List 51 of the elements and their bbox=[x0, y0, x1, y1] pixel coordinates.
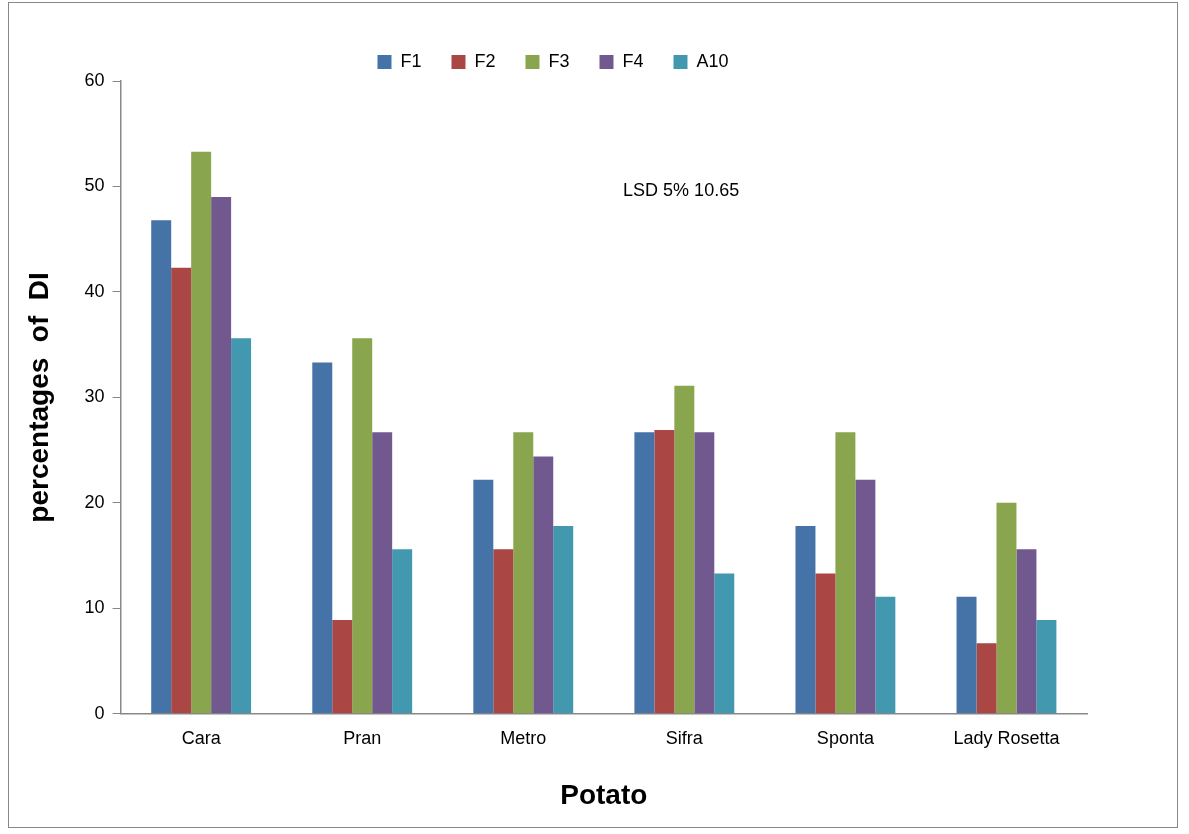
bar bbox=[493, 549, 514, 714]
x-tick-label: Lady Rosetta bbox=[953, 727, 1061, 748]
bar bbox=[976, 643, 997, 714]
bar bbox=[513, 432, 534, 714]
bar bbox=[231, 338, 252, 714]
bar bbox=[151, 220, 172, 714]
bar bbox=[835, 432, 856, 714]
bar bbox=[332, 619, 353, 714]
y-tick-label: 50 bbox=[84, 175, 105, 196]
bar bbox=[714, 573, 735, 714]
bar bbox=[815, 573, 836, 714]
x-tick-label: Sponta bbox=[816, 727, 875, 748]
y-tick-label: 30 bbox=[84, 386, 105, 407]
bar bbox=[674, 385, 695, 714]
bar bbox=[211, 197, 232, 714]
y-tick-label: 0 bbox=[94, 702, 105, 723]
bar bbox=[875, 596, 896, 714]
bar bbox=[996, 502, 1017, 714]
y-tick-label: 40 bbox=[84, 280, 105, 301]
bar bbox=[1036, 619, 1057, 714]
x-tick-label: Metro bbox=[500, 727, 547, 748]
x-tick-label: Sifra bbox=[665, 727, 704, 748]
bar bbox=[392, 549, 413, 714]
y-tick-label: 20 bbox=[84, 491, 105, 512]
x-tick-label: Cara bbox=[181, 727, 222, 748]
bar bbox=[795, 526, 816, 714]
legend-label: F1 bbox=[400, 50, 422, 71]
bar bbox=[553, 526, 574, 714]
legend-label: F2 bbox=[474, 50, 496, 71]
legend-label: A10 bbox=[696, 50, 729, 71]
bar bbox=[191, 151, 212, 714]
bar bbox=[1016, 549, 1037, 714]
legend-label: F4 bbox=[622, 50, 644, 71]
x-axis-title: Potato bbox=[560, 778, 648, 810]
x-tick-label: Pran bbox=[343, 727, 382, 748]
y-tick-label: 10 bbox=[84, 597, 105, 618]
bar bbox=[855, 479, 876, 714]
bar bbox=[352, 338, 373, 714]
bar bbox=[171, 267, 192, 714]
legend-label: F3 bbox=[548, 50, 570, 71]
bar bbox=[372, 432, 393, 714]
annotation: LSD 5% 10.65 bbox=[623, 179, 740, 200]
bar bbox=[312, 362, 333, 714]
bar bbox=[956, 596, 977, 714]
bar bbox=[634, 432, 655, 714]
bar bbox=[694, 432, 715, 714]
bar bbox=[533, 456, 554, 714]
y-tick-label: 60 bbox=[84, 69, 105, 90]
bar bbox=[654, 430, 675, 714]
y-axis-title: percentages of DI bbox=[22, 272, 54, 523]
bar bbox=[473, 479, 494, 714]
